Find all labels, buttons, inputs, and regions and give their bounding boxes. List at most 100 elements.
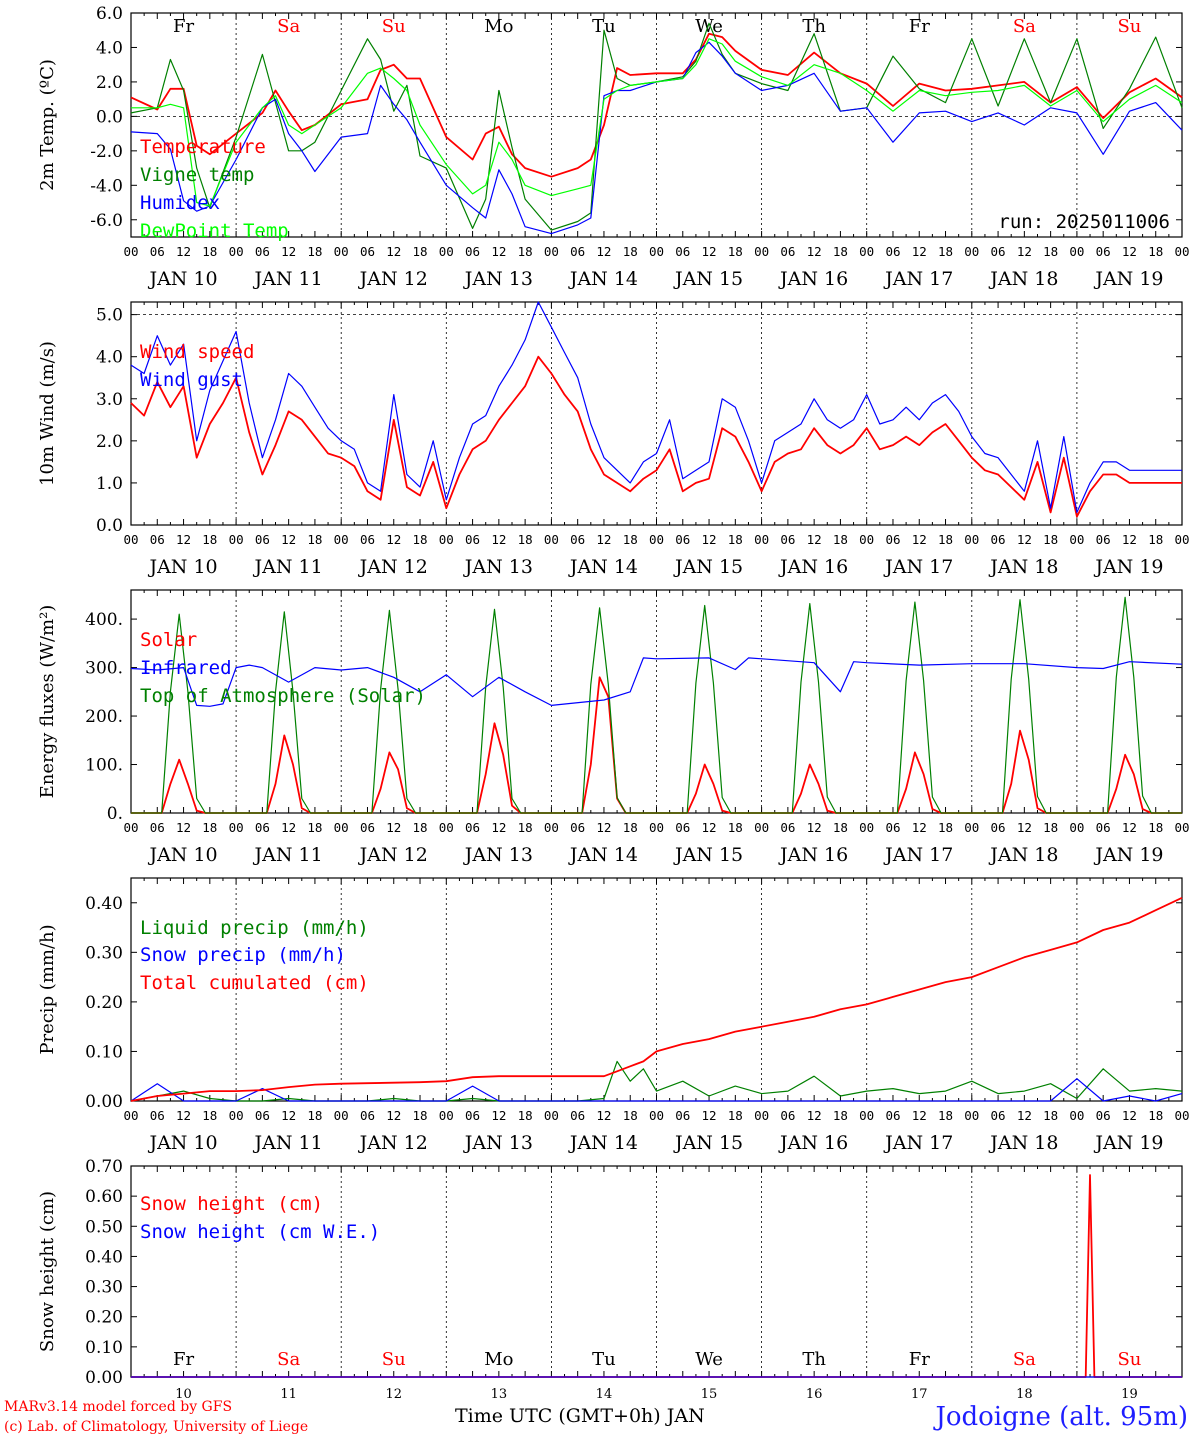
y-tick-label: 0.00 — [85, 1368, 123, 1388]
hour-tick-label: 12 — [176, 532, 191, 547]
hour-tick-label: 18 — [1043, 244, 1058, 259]
hour-tick-label: 00 — [1069, 820, 1084, 835]
legend-entry: Liquid precip (mm/h) — [140, 917, 369, 939]
series-line-wind-gust — [130, 301, 1182, 514]
day-number-label: 14 — [596, 1387, 613, 1402]
hour-tick-label: 12 — [596, 1108, 611, 1123]
hour-tick-label: 00 — [334, 1108, 349, 1123]
hour-tick-label: 18 — [623, 532, 638, 547]
date-label: JAN 13 — [463, 268, 533, 290]
lab-credit: (c) Lab. of Climatology, University of L… — [4, 1419, 309, 1435]
legend-entry: Temperature — [140, 136, 266, 158]
hour-tick-label: 18 — [938, 820, 953, 835]
hour-tick-label: 12 — [807, 1108, 822, 1123]
y-tick-label: 0.30 — [85, 943, 123, 963]
date-label: JAN 16 — [778, 1132, 848, 1154]
day-name-label: Th — [802, 1349, 826, 1370]
legend-entry: Total cumulated (cm) — [140, 972, 369, 994]
hour-tick-label: 12 — [912, 820, 927, 835]
hour-tick-label: 06 — [885, 244, 900, 259]
hour-tick-label: 06 — [780, 1108, 795, 1123]
hour-tick-label: 00 — [1174, 244, 1189, 259]
hour-tick-label: 18 — [1148, 532, 1163, 547]
hour-tick-label: 18 — [307, 244, 322, 259]
hour-tick-label: 18 — [833, 532, 848, 547]
date-label: JAN 14 — [568, 1132, 638, 1154]
hour-tick-label: 00 — [544, 820, 559, 835]
hour-tick-label: 12 — [281, 1108, 296, 1123]
hour-tick-label: 06 — [780, 244, 795, 259]
y-tick-label: 100. — [85, 756, 123, 776]
hour-tick-label: 18 — [728, 244, 743, 259]
series-line-humidex — [130, 41, 1183, 235]
date-label: JAN 16 — [778, 268, 848, 290]
hour-tick-label: 00 — [229, 532, 244, 547]
hour-tick-label: 06 — [570, 1108, 585, 1123]
legend-entry: Infrared — [140, 657, 232, 679]
series-line-total-cumulated-cm- — [130, 896, 1183, 1102]
day-number-label: 11 — [280, 1387, 297, 1402]
y-tick-label: 0.00 — [85, 1092, 123, 1112]
hour-tick-label: 00 — [649, 244, 664, 259]
hour-tick-label: 12 — [1017, 1108, 1032, 1123]
hour-tick-label: 12 — [386, 820, 401, 835]
legend-entry: Wind speed — [140, 341, 254, 363]
date-label: JAN 15 — [673, 1132, 743, 1154]
hour-tick-label: 06 — [780, 532, 795, 547]
hour-tick-label: 06 — [991, 244, 1006, 259]
series-line-top-of-atmosphere-solar- — [131, 596, 1182, 814]
hour-tick-label: 12 — [491, 244, 506, 259]
hour-tick-label: 00 — [859, 244, 874, 259]
chart-panel-1: -6.0 -4.0 -2.0 0.0 2.0 4.0 6.0 2m Temp. (ºC) Fr S… — [37, 4, 1190, 290]
day-name-label: Tu — [592, 16, 616, 37]
hour-tick-label: 00 — [964, 1108, 979, 1123]
hour-tick-label: 18 — [623, 820, 638, 835]
hour-tick-label: 00 — [1174, 1108, 1189, 1123]
date-label: JAN 19 — [1093, 1132, 1163, 1154]
y-tick-label: 300. — [85, 659, 123, 679]
day-number-label: 13 — [491, 1387, 508, 1402]
y-axis-title: 10m Wind (m/s) — [37, 341, 58, 486]
date-label: JAN 12 — [358, 268, 428, 290]
hour-tick-label: 06 — [675, 1108, 690, 1123]
hour-tick-label: 06 — [570, 820, 585, 835]
hour-tick-label: 06 — [885, 532, 900, 547]
hour-tick-label: 00 — [754, 1108, 769, 1123]
hour-tick-label: 00 — [544, 532, 559, 547]
hour-tick-label: 18 — [833, 244, 848, 259]
hour-tick-label: 18 — [202, 1108, 217, 1123]
date-label: JAN 18 — [988, 268, 1058, 290]
hour-tick-label: 12 — [281, 532, 296, 547]
hour-tick-label: 06 — [465, 1108, 480, 1123]
date-label: JAN 12 — [358, 844, 428, 866]
series-line-temperature — [130, 32, 1183, 178]
hour-tick-label: 18 — [307, 820, 322, 835]
hour-tick-label: 00 — [334, 820, 349, 835]
hour-tick-label: 12 — [702, 244, 717, 259]
chart-panel-5: 0.00 0.10 0.20 0.30 0.40 0.50 0.60 0.70 Snow hei… — [37, 1157, 1183, 1402]
y-axis-title: Precip (mm/h) — [37, 924, 58, 1054]
hour-tick-label: 18 — [518, 820, 533, 835]
hour-tick-label: 06 — [150, 820, 165, 835]
hour-tick-label: 12 — [596, 244, 611, 259]
hour-tick-label: 00 — [439, 244, 454, 259]
hour-tick-label: 18 — [1043, 820, 1058, 835]
day-name-label: Su — [1117, 1349, 1141, 1370]
date-label: JAN 12 — [358, 1132, 428, 1154]
y-axis-title: 2m Temp. (ºC) — [37, 59, 58, 191]
hour-tick-label: 12 — [491, 1108, 506, 1123]
hour-tick-label: 06 — [885, 820, 900, 835]
hour-tick-label: 06 — [255, 532, 270, 547]
date-label: JAN 19 — [1093, 556, 1163, 578]
series-line-infrared — [130, 657, 1183, 707]
chart-panel-3: 0. 100. 200. 300. 400. Energy fluxes (W/m²) 00… — [37, 589, 1190, 866]
day-name-label: Fr — [173, 1349, 194, 1370]
hour-tick-label: 00 — [1174, 820, 1189, 835]
hour-tick-label: 18 — [518, 532, 533, 547]
y-tick-label: 5.0 — [96, 306, 123, 326]
hour-tick-label: 12 — [702, 1108, 717, 1123]
hour-tick-label: 18 — [518, 244, 533, 259]
hour-tick-label: 00 — [649, 1108, 664, 1123]
date-label: JAN 19 — [1093, 844, 1163, 866]
